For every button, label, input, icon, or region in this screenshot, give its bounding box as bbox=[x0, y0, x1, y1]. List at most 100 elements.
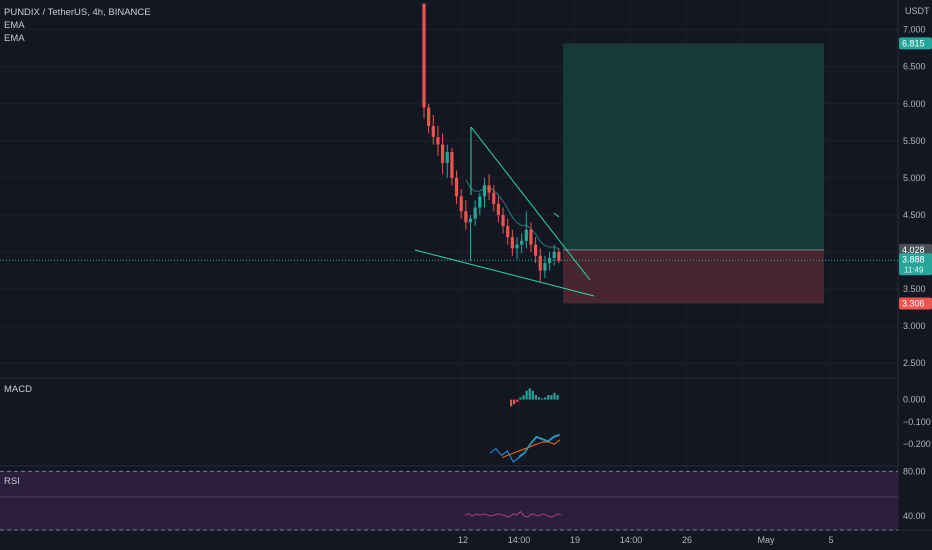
candle-body bbox=[538, 255, 542, 271]
candle-body bbox=[445, 151, 449, 164]
macd-tick-label: −0.200 bbox=[903, 439, 931, 449]
profit-zone[interactable] bbox=[563, 43, 824, 250]
entry-price-badge: 4.028 bbox=[899, 243, 932, 256]
falling-wedge-drawing[interactable] bbox=[414, 126, 595, 297]
rsi-tick-label: 40.00 bbox=[903, 511, 926, 521]
price-tick-label: 3.000 bbox=[903, 321, 926, 331]
time-tick-label: 5 bbox=[828, 535, 833, 545]
svg-text:4.028: 4.028 bbox=[902, 245, 925, 255]
candle-body bbox=[436, 137, 440, 145]
wedge-lower-trendline bbox=[414, 249, 595, 297]
macd-histogram bbox=[510, 388, 559, 407]
loss-zone[interactable] bbox=[563, 249, 824, 304]
macd-bar bbox=[550, 395, 553, 400]
macd-bar bbox=[522, 395, 525, 400]
macd-bar bbox=[553, 392, 556, 400]
svg-text:3.888: 3.888 bbox=[902, 254, 925, 264]
candle-body bbox=[524, 229, 528, 241]
time-tick-label: 19 bbox=[570, 535, 580, 545]
wedge-tick-mark bbox=[553, 212, 560, 218]
rsi-line bbox=[464, 511, 562, 518]
candle-body bbox=[482, 185, 487, 197]
price-tick-label: 5.000 bbox=[903, 173, 926, 183]
candles-group bbox=[422, 3, 561, 282]
wedge-upper-trendline bbox=[470, 126, 591, 281]
macd-bar bbox=[525, 390, 528, 400]
ema-line bbox=[465, 179, 560, 250]
candle-body bbox=[492, 192, 496, 204]
candle-body bbox=[464, 211, 468, 223]
price-tick-label: 5.500 bbox=[903, 136, 926, 146]
macd-bar bbox=[528, 388, 531, 400]
time-tick-label: May bbox=[757, 535, 775, 545]
macd-bar bbox=[519, 397, 522, 400]
candle-body bbox=[510, 237, 514, 249]
candle-body bbox=[468, 218, 473, 223]
bar-countdown: 11:49 bbox=[904, 265, 924, 274]
candle-body bbox=[515, 244, 519, 249]
rsi-pane-label[interactable]: RSI bbox=[4, 476, 20, 487]
candle-body bbox=[557, 252, 561, 261]
price-tick-label: 6.000 bbox=[903, 99, 926, 109]
candle-body bbox=[487, 185, 491, 193]
candle-body bbox=[450, 151, 454, 178]
candle-body bbox=[441, 144, 445, 164]
candle-body bbox=[501, 214, 505, 227]
candle-body bbox=[543, 263, 547, 271]
chart-legend: PUNDIX / TetherUS, 4h, BINANCE EMA EMA bbox=[4, 6, 151, 45]
macd-bar bbox=[516, 399, 519, 402]
macd-pane-label[interactable]: MACD bbox=[4, 384, 32, 395]
candle-body bbox=[478, 196, 482, 208]
candle-body bbox=[534, 244, 538, 256]
candle-body bbox=[431, 126, 435, 138]
time-tick-label: 12 bbox=[458, 535, 468, 545]
candle-body bbox=[520, 240, 524, 245]
macd-axis: 0.000 −0.100 −0.200 bbox=[903, 395, 931, 450]
macd-bar bbox=[537, 397, 541, 400]
candle-body bbox=[454, 177, 459, 197]
rsi-tick-label: 80.00 bbox=[903, 466, 926, 476]
candle-body bbox=[529, 229, 533, 245]
svg-text:3.306: 3.306 bbox=[902, 298, 925, 308]
candle-body bbox=[496, 203, 500, 215]
currency-label: USDT bbox=[905, 6, 930, 16]
macd-bar bbox=[556, 395, 559, 400]
macd-bar bbox=[544, 397, 547, 400]
ema-indicator-1[interactable]: EMA bbox=[4, 20, 25, 31]
price-tick-label: 4.500 bbox=[903, 210, 926, 220]
macd-tick-label: −0.100 bbox=[903, 417, 931, 427]
stop-price-badge: 3.306 bbox=[899, 297, 932, 310]
macd-bar bbox=[510, 399, 513, 407]
candle-body bbox=[547, 257, 552, 264]
rsi-axis: 80.00 40.00 bbox=[903, 466, 926, 521]
ema-indicator-2[interactable]: EMA bbox=[4, 33, 25, 44]
time-tick-label: 26 bbox=[682, 535, 692, 545]
macd-bar bbox=[513, 399, 516, 405]
macd-signal-line bbox=[501, 439, 561, 459]
symbol-title[interactable]: PUNDIX / TetherUS, 4h, BINANCE bbox=[4, 7, 151, 18]
macd-tick-label: 0.000 bbox=[903, 395, 926, 405]
macd-line-overlay bbox=[518, 433, 560, 457]
candle-body bbox=[552, 252, 556, 258]
time-tick-label: 14:00 bbox=[508, 535, 531, 545]
macd-bar bbox=[531, 390, 534, 400]
candle-body bbox=[473, 207, 477, 219]
candle-body bbox=[422, 3, 426, 108]
macd-bar bbox=[547, 395, 550, 400]
rsi-band bbox=[0, 471, 898, 530]
price-tick-label: 6.500 bbox=[903, 62, 926, 72]
last-price-badge: 3.888 11:49 bbox=[899, 253, 932, 276]
macd-bar bbox=[534, 395, 537, 400]
candle-body bbox=[506, 226, 510, 238]
price-tick-label: 7.000 bbox=[903, 25, 926, 35]
time-axis: 12 14:00 19 14:00 26 May 5 bbox=[458, 535, 834, 545]
candle-body bbox=[459, 196, 463, 212]
time-tick-label: 14:00 bbox=[620, 535, 643, 545]
target-price-badge: 6.815 bbox=[899, 37, 932, 50]
macd-bar bbox=[541, 398, 544, 400]
svg-text:6.815: 6.815 bbox=[902, 38, 925, 48]
price-tick-label: 2.500 bbox=[903, 358, 926, 368]
candle-body bbox=[427, 107, 431, 126]
price-tick-label: 3.500 bbox=[903, 284, 926, 294]
